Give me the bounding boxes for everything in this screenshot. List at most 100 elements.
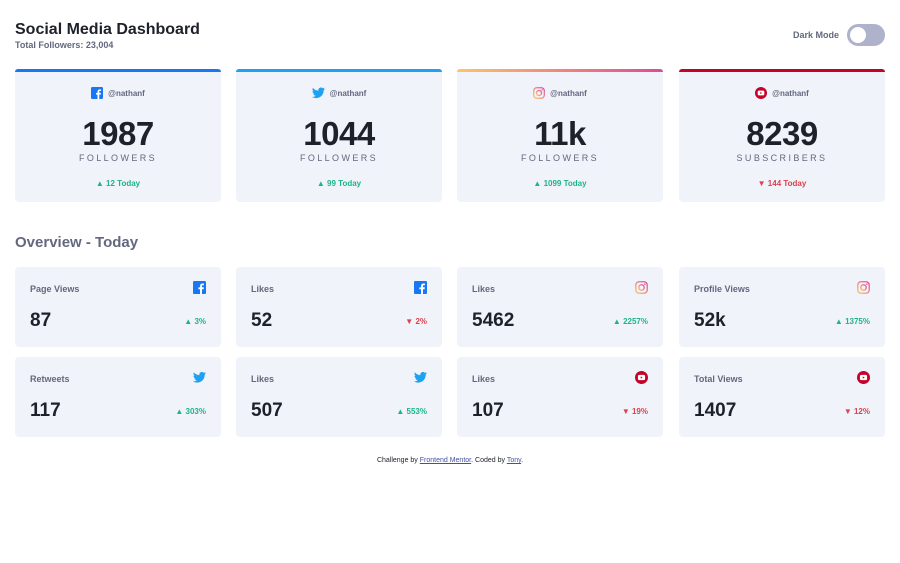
up-arrow-icon: ▲ [834,317,843,326]
overview-card-facebook-page-views[interactable]: Page Views 87 ▲ 3% [15,267,221,347]
up-arrow-icon: ▲ [175,407,184,416]
facebook-icon [91,87,104,99]
metric-change-text: 12% [853,407,870,416]
metric-change-text: 1375% [845,317,870,326]
overview-card-instagram-likes[interactable]: Likes 5462 ▲ 2257% [457,267,663,347]
follower-count: 1044 [303,115,375,152]
total-followers: Total Followers: 23,004 [15,40,114,50]
card-youtube-subscribers[interactable]: @nathanf 8239 SUBSCRIBERS ▼ 144 Today [679,69,885,202]
metric-value: 52 [251,310,273,331]
metric-label: Likes [472,374,496,384]
dark-mode-toggle[interactable] [847,24,885,46]
twitter-icon [414,371,427,383]
frontend-mentor-link[interactable]: Frontend Mentor [419,457,472,464]
facebook-icon [414,281,427,294]
follower-label: FOLLOWERS [299,153,379,163]
metric-change: ▲ 3% [184,317,206,326]
down-arrow-icon: ▼ [621,407,630,416]
card-accent-bar [679,69,885,72]
overview-card-instagram-profile-views[interactable]: Profile Views 52k ▲ 1375% [679,267,885,347]
metric-value: 507 [251,400,283,421]
today-change: ▲ 1099 Today [457,179,663,188]
dark-mode-control: Dark Mode [793,24,885,46]
metric-change: ▲ 303% [175,407,206,416]
follower-cards: @nathanf 1987 FOLLOWERS ▲ 12 Today @nath… [15,69,885,202]
overview-card-youtube-likes[interactable]: Likes 107 ▼ 19% [457,357,663,437]
youtube-icon [857,371,870,384]
metric-value: 87 [30,310,52,331]
metric-change-text: 303% [185,407,206,416]
follower-count: 1987 [82,115,154,152]
overview-card-twitter-likes[interactable]: Likes 507 ▲ 553% [236,357,442,437]
toggle-knob [850,27,866,43]
metric-label: Likes [472,284,496,294]
up-arrow-icon: ▲ [612,317,621,326]
follower-count: 11k [534,115,586,152]
dashboard-header: Social Media Dashboard Total Followers: … [15,20,885,52]
metric-label: Likes [251,374,275,384]
metric-change: ▼ 12% [844,407,870,416]
metric-change: ▲ 553% [396,407,427,416]
metric-change-text: 19% [631,407,648,416]
overview-card-twitter-retweets[interactable]: Retweets 117 ▲ 303% [15,357,221,437]
metric-change-text: 2% [415,317,427,326]
facebook-icon [193,281,206,294]
up-arrow-icon: ▲ [396,407,405,416]
card-twitter-followers[interactable]: @nathanf 1044 FOLLOWERS ▲ 99 Today [236,69,442,202]
today-change-text: 99 Today [327,179,362,188]
metric-label: Retweets [30,374,70,384]
subscriber-count: 8239 [746,115,818,152]
twitter-icon [311,87,325,99]
metric-value: 1407 [694,400,737,421]
footer-prefix: Challenge by [376,457,420,464]
instagram-icon [533,87,546,99]
today-change-text: 144 Today [767,179,807,188]
metric-value: 5462 [472,310,515,331]
overview-card-facebook-likes[interactable]: Likes 52 ▼ 2% [236,267,442,347]
today-change-text: 12 Today [106,179,141,188]
up-arrow-icon: ▲ [533,179,542,188]
down-arrow-icon: ▼ [405,317,414,326]
card-facebook-followers[interactable]: @nathanf 1987 FOLLOWERS ▲ 12 Today [15,69,221,202]
metric-change: ▲ 2257% [613,317,648,326]
page-title: Social Media Dashboard [15,21,200,38]
footer-middle: . Coded by [471,457,507,464]
metric-label: Page Views [30,284,80,294]
metric-change: ▲ 1375% [835,317,870,326]
up-arrow-icon: ▲ [316,179,325,188]
today-change: ▼ 144 Today [679,179,885,188]
today-change-text: 1099 Today [543,179,587,188]
up-arrow-icon: ▲ [184,317,193,326]
down-arrow-icon: ▼ [843,407,852,416]
today-change: ▲ 99 Today [236,179,442,188]
card-accent-bar [457,69,663,72]
overview-card-youtube-total-views[interactable]: Total Views 1407 ▼ 12% [679,357,885,437]
account-handle: @nathanf [108,88,145,98]
metric-change-text: 3% [194,317,206,326]
today-change: ▲ 12 Today [15,179,221,188]
metric-change: ▼ 2% [405,317,427,326]
dark-mode-label: Dark Mode [792,30,839,40]
account-handle: @nathanf [772,88,809,98]
author-link[interactable]: Tony [506,457,522,464]
card-instagram-followers[interactable]: @nathanf 11k FOLLOWERS ▲ 1099 Today [457,69,663,202]
metric-change-text: 2257% [623,317,648,326]
metric-change: ▼ 19% [622,407,648,416]
twitter-icon [193,371,206,383]
footer-suffix: . [521,457,524,464]
youtube-icon [635,371,648,384]
metric-change-text: 553% [406,407,427,416]
instagram-icon [635,281,648,294]
attribution-footer: Challenge by Frontend Mentor. Coded by T… [0,457,900,464]
subscriber-label: SUBSCRIBERS [736,153,828,163]
metric-value: 117 [30,400,61,421]
youtube-icon [755,87,768,99]
metric-value: 107 [472,400,504,421]
account-handle: @nathanf [550,88,587,98]
card-accent-bar [15,69,221,72]
overview-title: Overview - Today [15,234,139,251]
down-arrow-icon: ▼ [757,179,766,188]
account-handle: @nathanf [329,88,367,98]
metric-label: Likes [251,284,275,294]
metric-value: 52k [694,310,726,331]
